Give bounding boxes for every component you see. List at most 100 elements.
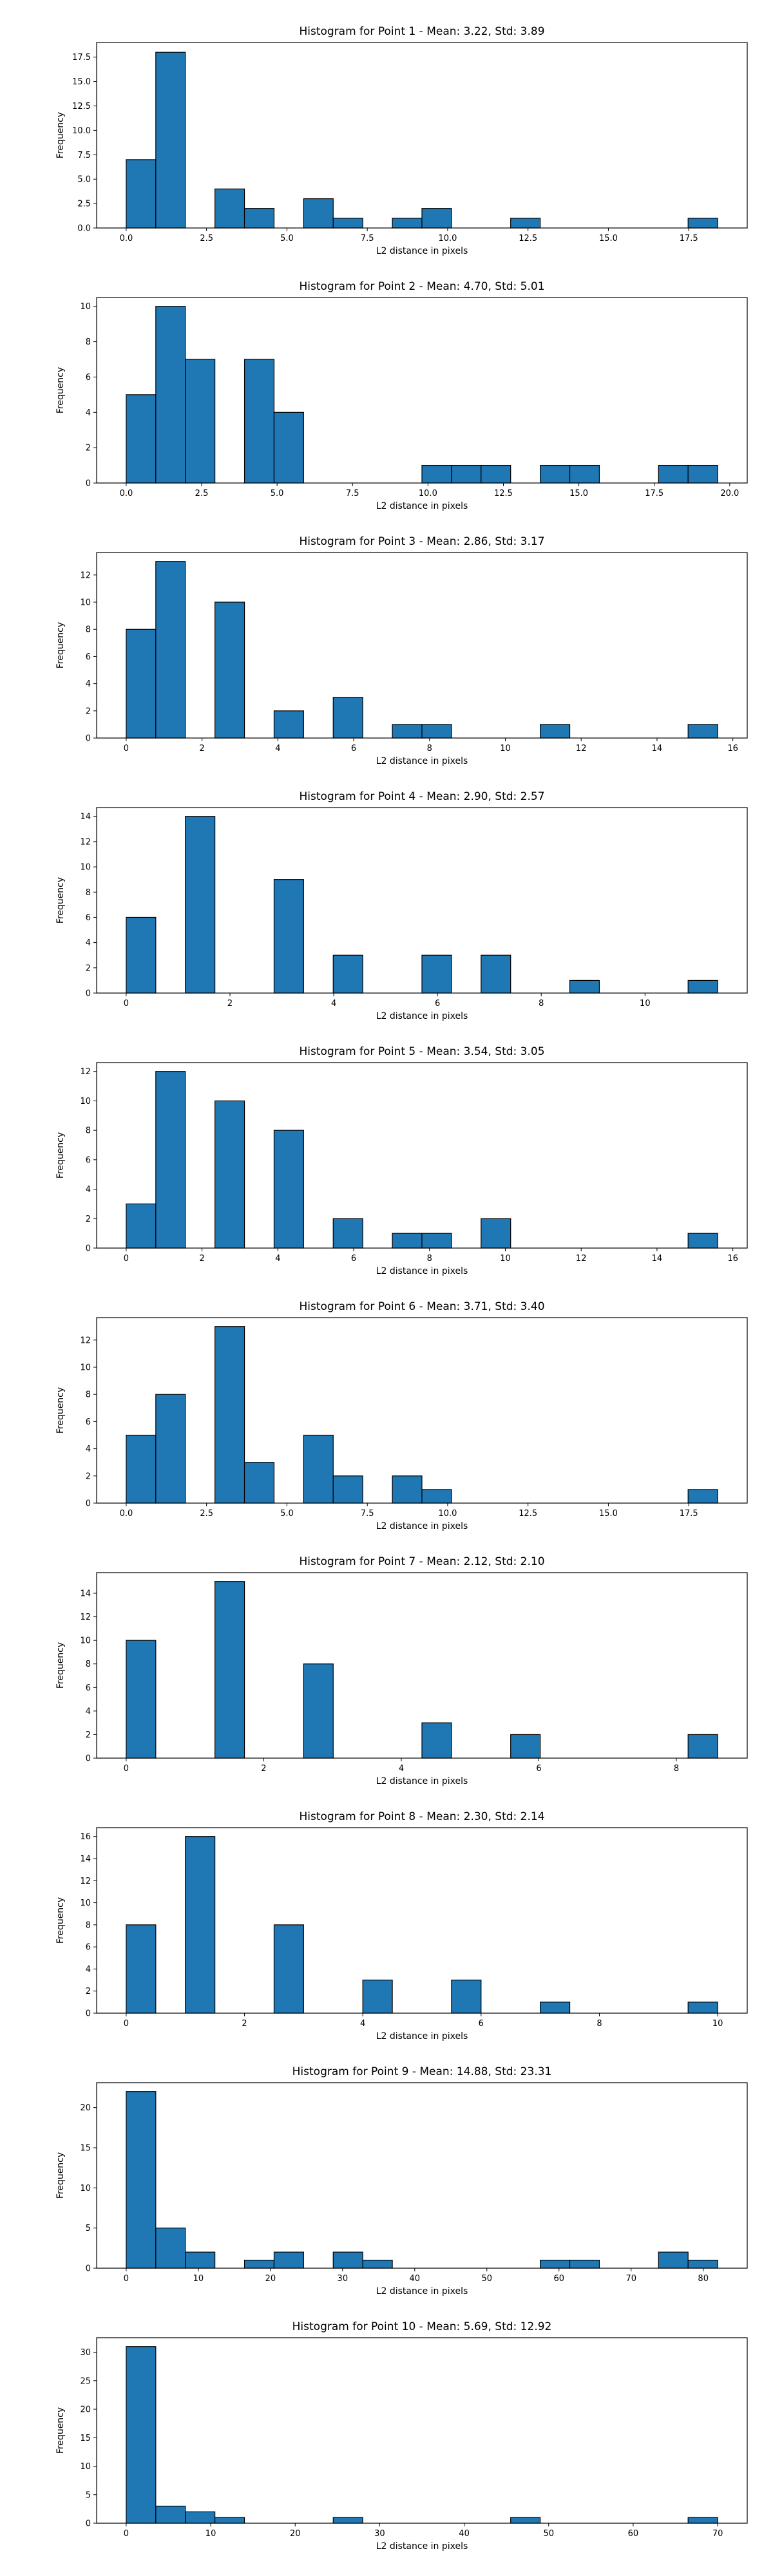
x-tick-label: 7.5 [361,234,374,243]
histogram-bar [273,1924,304,2014]
x-tick-label: 0 [124,1764,129,1774]
x-tick-label: 6 [536,1764,541,1774]
x-tick-label: 0.0 [120,234,133,243]
chart-title: Histogram for Point 3 - Mean: 2.86, Std:… [299,535,544,548]
histogram-bar [215,601,245,739]
histogram-bar [392,218,423,229]
y-tick-label: 4 [86,938,91,948]
histogram-bar [215,1100,245,1249]
x-tick-label: 0 [124,2529,129,2539]
histogram-bar [332,1218,363,1249]
histogram-bar [510,1734,541,1759]
histogram-bar [540,2259,571,2269]
histogram-bar [185,2511,216,2524]
y-tick-label: 5 [86,2224,91,2233]
histogram-bar [273,710,304,739]
histogram-bar [687,1489,718,1504]
y-tick-label: 0.0 [77,224,91,234]
x-tick-label: 6 [351,1254,356,1264]
x-tick-label: 17.5 [680,1509,698,1519]
x-tick-label: 10 [193,2274,204,2284]
histogram-bar [126,1434,157,1504]
x-tick-label: 2 [242,2019,247,2029]
x-tick-label: 16 [727,744,738,753]
y-tick-label: 2 [86,1987,91,1996]
x-tick-label: 6 [435,999,440,1009]
y-tick-label: 14 [80,1589,91,1599]
histogram-bar [185,1836,216,2014]
y-tick-label: 0 [86,1244,91,1254]
x-tick-label: 10 [205,2529,216,2539]
x-tick-label: 8 [596,2019,602,2029]
x-tick-label: 8 [427,744,432,753]
histogram-bar [421,724,452,739]
y-tick-label: 0 [86,1754,91,1764]
x-tick-label: 17.5 [680,234,698,243]
x-tick-label: 0 [124,744,129,753]
y-tick-label: 25 [80,2376,91,2386]
y-tick-label: 8 [86,1660,91,1669]
x-tick-label: 5.0 [280,234,294,243]
histogram-bar [126,629,157,739]
x-tick-label: 60 [553,2274,564,2284]
histogram-bar [126,1203,157,1249]
y-tick-label: 6 [86,913,91,923]
histogram-bar [155,2228,186,2269]
y-tick-label: 6 [86,1155,91,1165]
y-tick-label: 14 [80,812,91,822]
subplot-5: Histogram for Point 5 - Mean: 3.54, Std:… [55,1045,748,1276]
y-tick-label: 2.5 [77,200,91,209]
histogram-bar [303,1434,334,1504]
chart-title: Histogram for Point 7 - Mean: 2.12, Std:… [299,1555,544,1568]
histogram-bar [658,2251,689,2269]
histogram-bar [687,2002,718,2014]
x-tick-label: 4 [399,1764,404,1774]
x-tick-label: 15.0 [569,489,588,498]
y-tick-label: 12 [80,837,91,847]
x-tick-label: 10 [500,744,511,753]
histogram-bar [332,697,363,739]
y-tick-label: 0 [86,989,91,999]
y-tick-label: 8 [86,625,91,635]
histogram-bar [155,2505,186,2524]
histogram-bar [332,218,363,229]
y-tick-label: 10.0 [72,126,91,136]
x-tick-label: 4 [275,1254,280,1264]
x-axis-label: L2 distance in pixels [376,1266,468,1276]
x-tick-label: 7.5 [361,1509,374,1519]
x-tick-label: 8 [539,999,544,1009]
x-tick-label: 0 [124,1254,129,1264]
histogram-bar [273,2251,304,2269]
y-tick-label: 2 [86,1215,91,1224]
histogram-bar [421,954,452,994]
chart-title: Histogram for Point 2 - Mean: 4.70, Std:… [299,280,544,293]
y-tick-label: 4 [86,1444,91,1454]
x-tick-label: 10.0 [419,489,437,498]
x-tick-label: 40 [410,2274,421,2284]
x-tick-label: 0 [124,2019,129,2029]
subplot-2: Histogram for Point 2 - Mean: 4.70, Std:… [55,280,748,511]
y-tick-label: 4 [86,1965,91,1975]
x-tick-label: 4 [275,744,280,753]
x-tick-label: 50 [482,2274,493,2284]
x-axis-label: L2 distance in pixels [376,756,468,766]
y-tick-label: 12 [80,1613,91,1622]
y-tick-label: 8 [86,1390,91,1400]
plot-frame [96,1062,748,1249]
x-tick-label: 8 [674,1764,679,1774]
y-tick-label: 14 [80,1855,91,1864]
subplot-6: Histogram for Point 6 - Mean: 3.71, Std:… [55,1300,748,1531]
x-axis-label: L2 distance in pixels [376,2541,468,2552]
y-tick-label: 4 [86,1707,91,1716]
subplot-8: Histogram for Point 8 - Mean: 2.30, Std:… [55,1810,748,2041]
plot-frame [96,2337,748,2524]
plot-frame [96,297,748,484]
histogram-bar [362,2259,393,2269]
chart-title: Histogram for Point 10 - Mean: 5.69, Std… [292,2320,552,2333]
x-tick-label: 6 [479,2019,484,2029]
histogram-bar [540,2002,571,2014]
histogram-bar [126,394,157,484]
y-tick-label: 8 [86,337,91,347]
x-tick-label: 2.5 [200,1509,213,1519]
